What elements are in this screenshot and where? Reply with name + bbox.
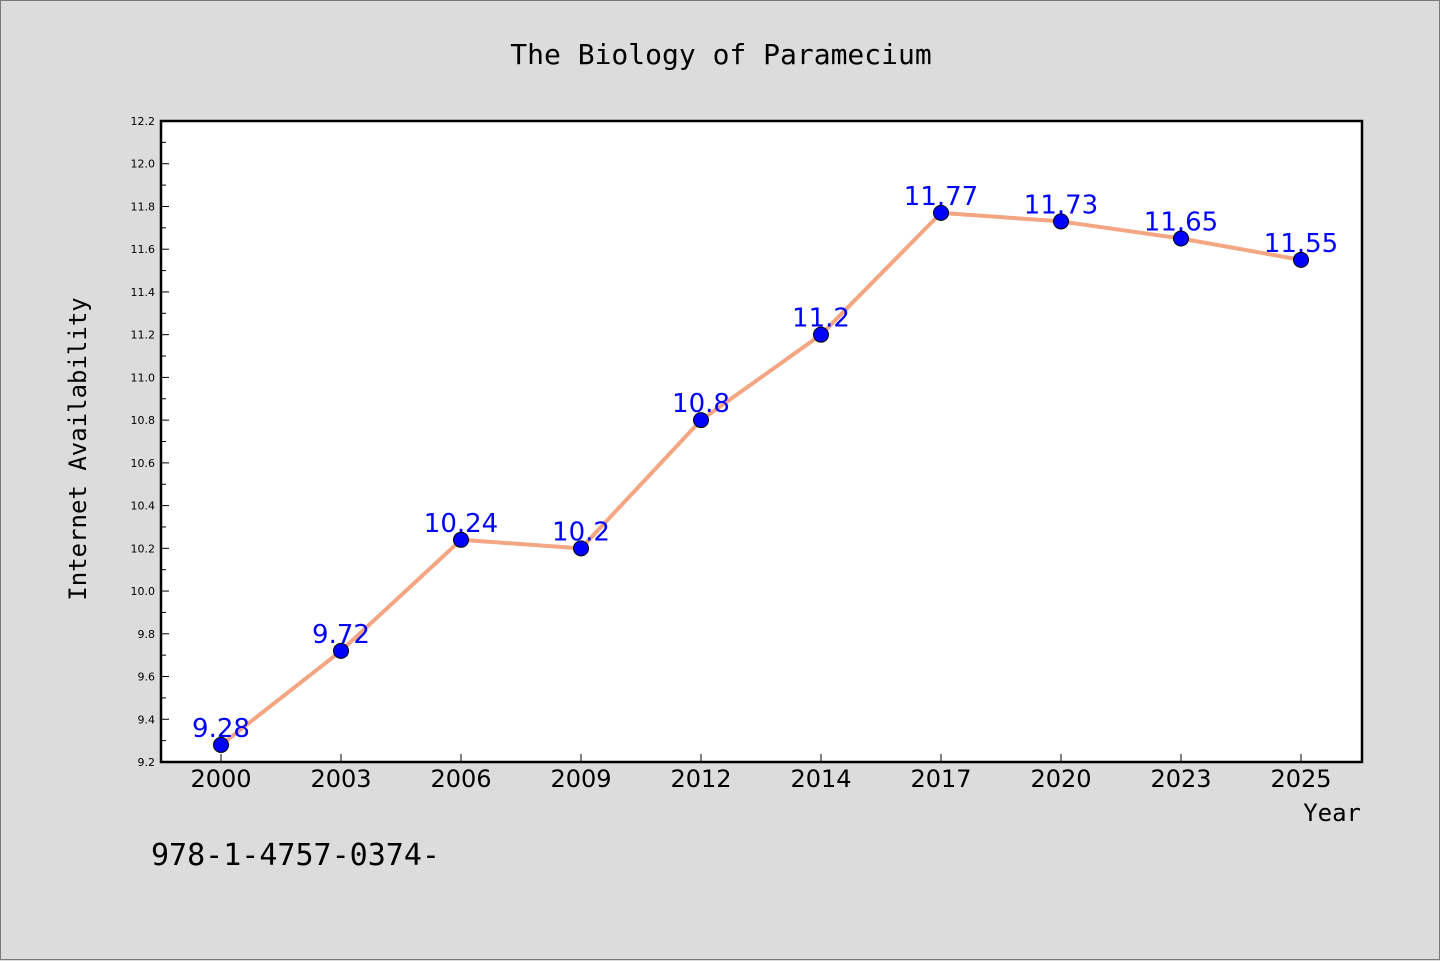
x-tick-label: 2025 — [1270, 765, 1331, 793]
x-tick-label: 2006 — [430, 765, 491, 793]
data-point — [1293, 251, 1309, 268]
x-tick-label: 2003 — [310, 765, 371, 793]
data-label: 11.2 — [792, 304, 850, 334]
data-point — [693, 412, 709, 429]
y-tick-label: 11.2 — [131, 329, 156, 342]
data-point — [933, 204, 949, 221]
data-label: 9.28 — [192, 714, 250, 744]
data-point — [213, 736, 229, 753]
y-axis-label: Internet Availability — [64, 297, 92, 600]
y-tick-label: 11.6 — [131, 243, 156, 256]
data-label: 11.77 — [904, 182, 978, 212]
y-tick-label: 11.8 — [131, 200, 156, 213]
data-label: 9.72 — [312, 620, 370, 650]
series-line — [219, 210, 1303, 747]
data-label: 11.55 — [1264, 229, 1338, 259]
y-tick-label: 11.0 — [131, 371, 156, 384]
y-tick-label: 12.2 — [131, 115, 156, 128]
data-point — [1053, 213, 1069, 230]
y-tick-label: 10.4 — [131, 500, 156, 513]
chart-title: The Biology of Paramecium — [510, 38, 931, 71]
data-point — [333, 642, 349, 659]
x-tick-label: 2009 — [550, 765, 611, 793]
data-point — [453, 531, 469, 548]
x-axis: 2000 2003 2006 2009 2012 2014 2017 2020 2023 2025 — [190, 754, 1332, 793]
footer-text: 978-1-4757-0374- — [151, 838, 440, 873]
y-axis: 9.2 9.4 9.6 9.8 10.0 10.2 10.4 10.6 10.8 11.0 11.2… — [131, 115, 169, 769]
y-tick-label: 9.4 — [138, 713, 156, 726]
y-tick-label: 11.4 — [131, 286, 156, 299]
data-label: 11.65 — [1144, 208, 1218, 238]
data-point — [813, 326, 829, 343]
y-tick-label: 10.8 — [131, 414, 156, 427]
data-point — [1173, 230, 1189, 247]
x-axis-label: Year — [1303, 799, 1361, 827]
data-label: 10.8 — [672, 389, 730, 419]
x-tick-label: 2014 — [790, 765, 851, 793]
y-tick-label: 10.0 — [131, 585, 156, 598]
plot-area — [159, 119, 1364, 764]
x-tick-label: 2017 — [910, 765, 971, 793]
y-tick-label: 9.8 — [138, 628, 156, 641]
data-label: 11.73 — [1024, 190, 1098, 220]
y-tick-label: 12.0 — [131, 158, 156, 171]
data-label: 10.24 — [424, 509, 498, 539]
y-tick-label: 10.2 — [131, 542, 156, 555]
x-tick-label: 2000 — [190, 765, 251, 793]
y-tick-label: 9.2 — [138, 756, 156, 769]
y-tick-label: 10.6 — [131, 457, 156, 470]
data-point — [573, 540, 589, 557]
y-tick-label: 9.6 — [138, 671, 156, 684]
x-tick-label: 2012 — [670, 765, 731, 793]
x-tick-label: 2023 — [1150, 765, 1211, 793]
x-tick-label: 2020 — [1030, 765, 1091, 793]
data-series: 9.28 9.72 10.24 10.2 10.8 11.2 11.77 11.73 11.65… — [192, 182, 1338, 753]
data-label: 10.2 — [552, 517, 610, 547]
